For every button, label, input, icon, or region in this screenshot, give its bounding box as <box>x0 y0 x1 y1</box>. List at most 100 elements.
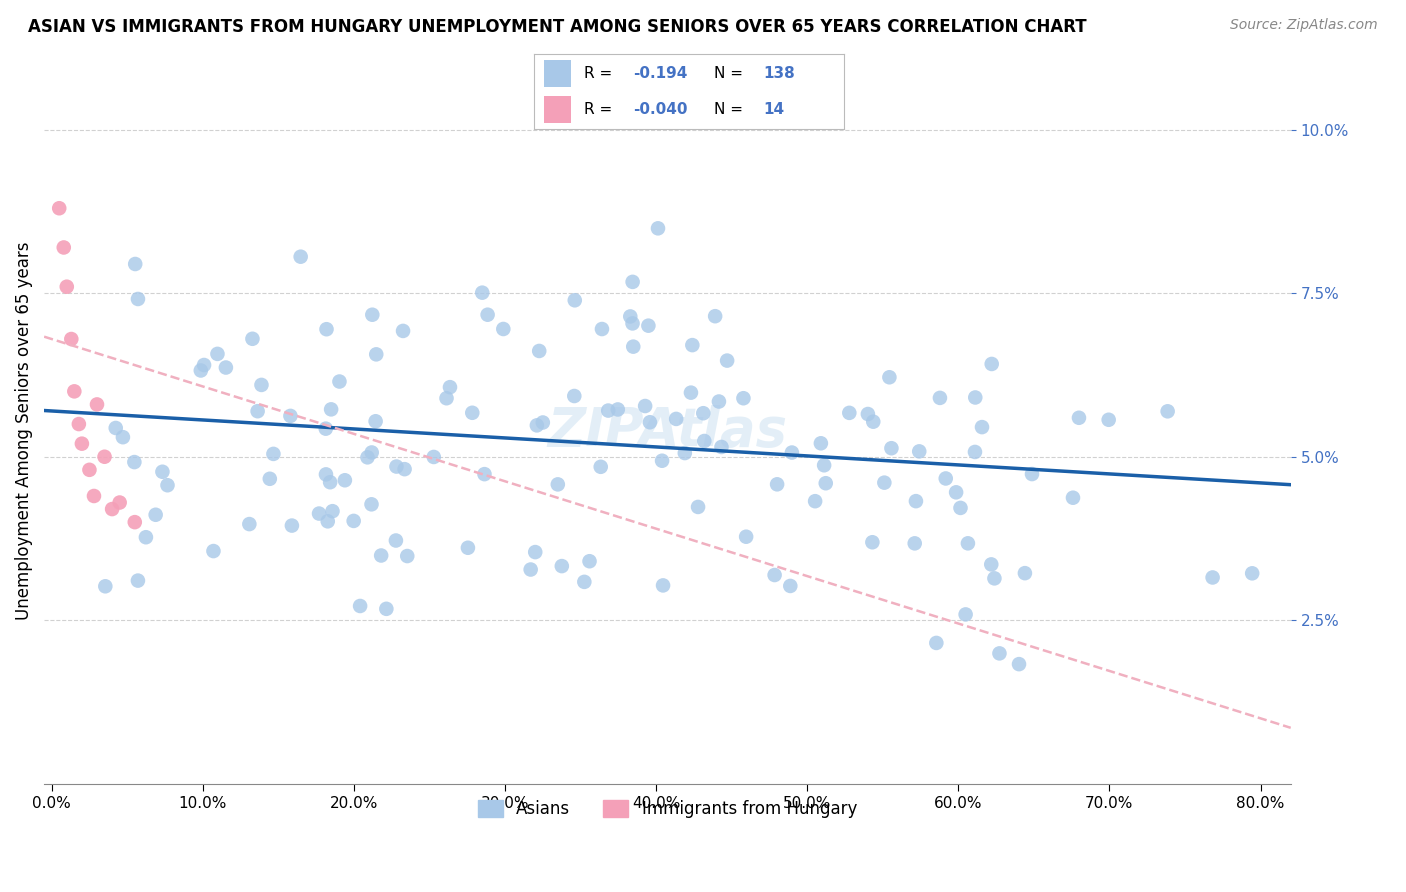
Point <box>156 478 179 492</box>
Point <box>1021 467 1043 481</box>
Point <box>202 544 225 558</box>
Point <box>190 363 212 377</box>
Point <box>385 459 408 474</box>
Point <box>804 494 827 508</box>
Point <box>124 257 146 271</box>
Point <box>343 514 366 528</box>
Point <box>319 475 342 490</box>
Point <box>564 293 586 308</box>
Point <box>1014 566 1036 581</box>
Point <box>704 309 727 323</box>
Y-axis label: Unemployment Among Seniors over 65 years: Unemployment Among Seniors over 65 years <box>15 242 32 620</box>
Legend: Asians, Immigrants from Hungary: Asians, Immigrants from Hungary <box>471 793 863 825</box>
Point <box>321 402 343 417</box>
Point <box>361 308 384 322</box>
Point <box>370 549 392 563</box>
FancyBboxPatch shape <box>544 96 571 123</box>
Point <box>145 508 167 522</box>
Point <box>814 476 837 491</box>
Point <box>735 530 758 544</box>
Point <box>945 485 967 500</box>
Point <box>681 338 703 352</box>
Point <box>591 322 613 336</box>
Point <box>356 450 378 465</box>
Text: ZIPAtlas: ZIPAtlas <box>547 405 787 457</box>
Point <box>315 467 337 482</box>
Point <box>693 434 716 448</box>
Point <box>963 445 986 459</box>
Point <box>242 332 264 346</box>
Point <box>547 477 569 491</box>
Point <box>904 536 927 550</box>
Point <box>439 380 461 394</box>
Point <box>598 403 620 417</box>
Point <box>780 445 803 459</box>
Point <box>250 378 273 392</box>
Point <box>83 489 105 503</box>
Point <box>621 340 644 354</box>
Point <box>111 430 134 444</box>
Point <box>308 507 330 521</box>
Point <box>519 562 541 576</box>
Point <box>589 459 612 474</box>
Point <box>606 402 628 417</box>
Point <box>477 308 499 322</box>
Point <box>904 494 927 508</box>
Point <box>1008 657 1031 672</box>
Point <box>980 357 1002 371</box>
Point <box>955 607 977 622</box>
Point <box>215 360 238 375</box>
Point <box>333 473 356 487</box>
Point <box>647 221 669 235</box>
Point <box>880 441 903 455</box>
Point <box>925 636 948 650</box>
Point <box>651 454 673 468</box>
Text: -0.194: -0.194 <box>633 66 688 81</box>
Point <box>935 471 957 485</box>
Point <box>686 500 709 514</box>
Point <box>471 285 494 300</box>
Point <box>980 558 1002 572</box>
Point <box>280 409 302 423</box>
Point <box>360 445 382 459</box>
Point <box>207 347 229 361</box>
Point <box>246 404 269 418</box>
Point <box>621 275 644 289</box>
Text: R =: R = <box>583 102 617 117</box>
Point <box>1156 404 1178 418</box>
Point <box>679 385 702 400</box>
Point <box>692 406 714 420</box>
Point <box>988 646 1011 660</box>
Point <box>259 472 281 486</box>
Point <box>1098 413 1121 427</box>
Point <box>375 602 398 616</box>
Point <box>634 399 657 413</box>
Point <box>733 391 755 405</box>
Point <box>1062 491 1084 505</box>
Point <box>127 574 149 588</box>
Point <box>716 353 738 368</box>
Point <box>526 418 548 433</box>
Text: ASIAN VS IMMIGRANTS FROM HUNGARY UNEMPLOYMENT AMONG SENIORS OVER 65 YEARS CORREL: ASIAN VS IMMIGRANTS FROM HUNGARY UNEMPLO… <box>28 18 1087 36</box>
Text: 14: 14 <box>763 102 785 117</box>
Point <box>474 467 496 482</box>
Point <box>531 416 554 430</box>
Point <box>956 536 979 550</box>
Point <box>392 324 415 338</box>
Point <box>813 458 835 473</box>
Point <box>290 250 312 264</box>
Point <box>67 417 90 431</box>
Point <box>48 201 70 215</box>
Point <box>70 436 93 450</box>
Point <box>238 517 260 532</box>
Text: N =: N = <box>714 102 748 117</box>
Text: N =: N = <box>714 66 748 81</box>
Point <box>1201 570 1223 584</box>
FancyBboxPatch shape <box>544 60 571 87</box>
Point <box>665 412 688 426</box>
Point <box>366 347 388 361</box>
Point <box>316 514 339 528</box>
Point <box>423 450 446 464</box>
Point <box>94 579 117 593</box>
Text: 138: 138 <box>763 66 794 81</box>
